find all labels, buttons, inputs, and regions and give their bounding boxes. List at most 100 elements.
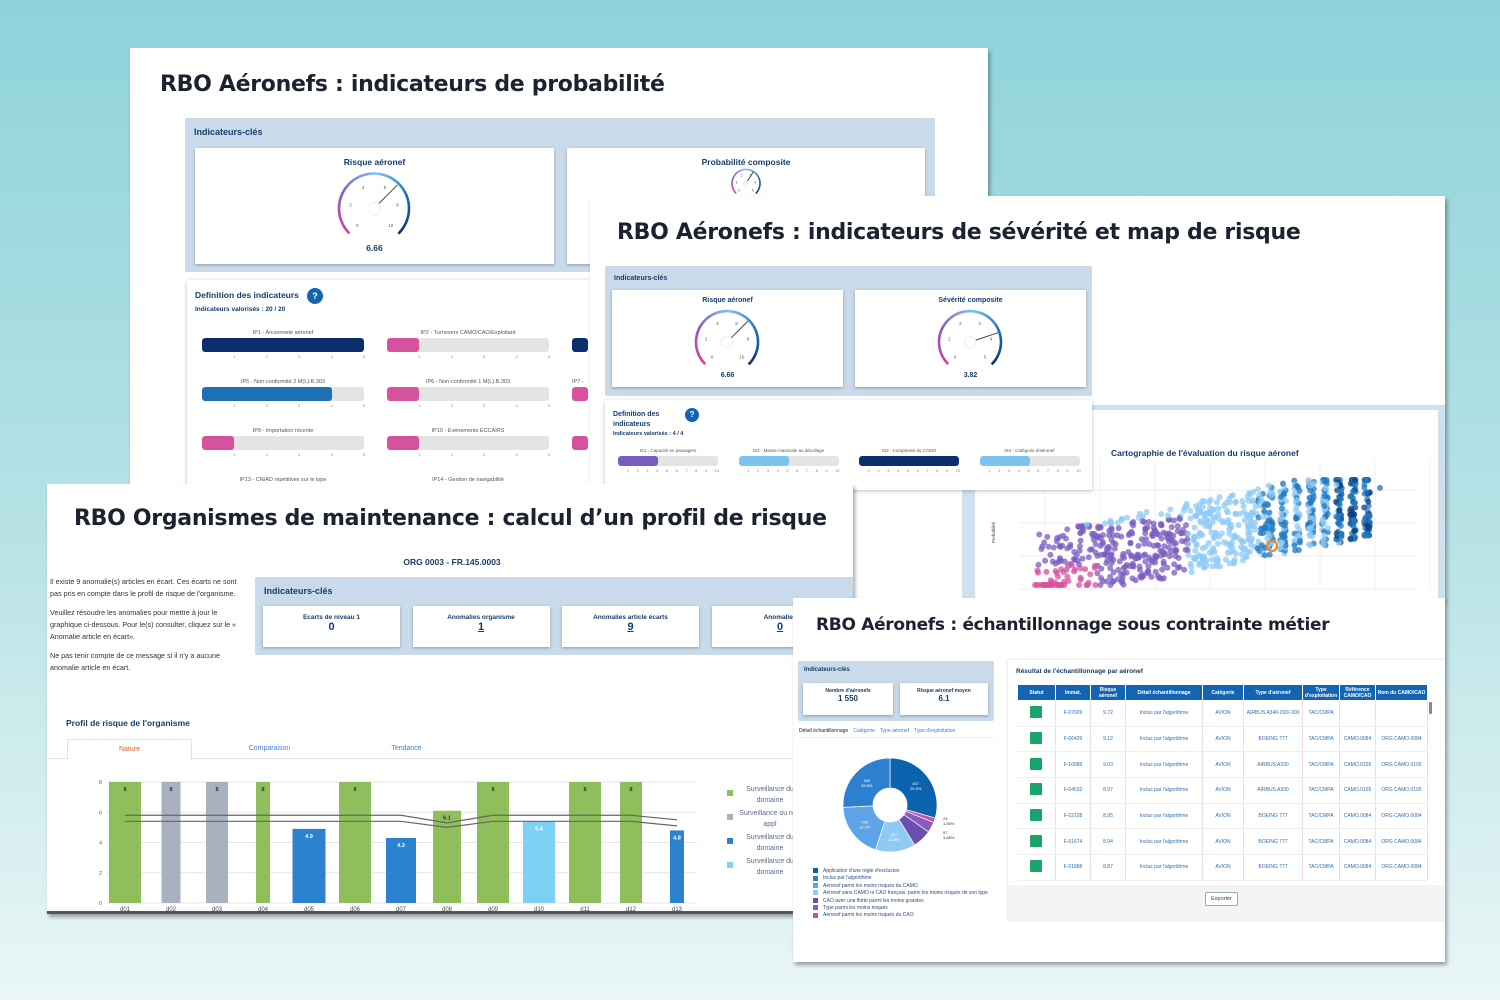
scatter-point[interactable] xyxy=(1058,566,1065,573)
scatter-point[interactable] xyxy=(1115,525,1122,532)
scatter-point[interactable] xyxy=(1078,523,1085,530)
scatter-point[interactable] xyxy=(1228,492,1235,499)
scatter-point[interactable] xyxy=(1170,517,1177,524)
scatter-point[interactable] xyxy=(1244,493,1251,500)
scatter-point[interactable] xyxy=(1296,526,1303,533)
scatter-point[interactable] xyxy=(1258,542,1265,549)
scatter-point[interactable] xyxy=(1115,566,1122,573)
scatter-point[interactable] xyxy=(1362,477,1369,483)
scatter-point[interactable] xyxy=(1205,539,1212,546)
tab-0[interactable]: Détail échantillonnage xyxy=(799,728,849,734)
scatter-point[interactable] xyxy=(1099,538,1106,545)
scatter-point[interactable] xyxy=(1123,569,1130,576)
scatter-point[interactable] xyxy=(1183,522,1190,529)
scatter-point[interactable] xyxy=(1232,510,1239,517)
legend-item[interactable]: Type parmi les moins risqués xyxy=(813,905,888,911)
scatter-point[interactable] xyxy=(1201,564,1208,571)
scatter-point[interactable] xyxy=(1129,575,1136,582)
scatter-point[interactable] xyxy=(1089,530,1096,537)
scatter-point[interactable] xyxy=(1291,537,1298,544)
legend-item[interactable]: CAO avec une flotte parmi les moins gran… xyxy=(813,898,924,904)
scatter-point[interactable] xyxy=(1307,499,1314,506)
scatter-point[interactable] xyxy=(1213,499,1220,506)
table-row[interactable]: F-02128 8.95 Inclus par l'algorithme AVION B… xyxy=(1017,803,1428,830)
scatter-point[interactable] xyxy=(1097,524,1104,531)
scatter-point[interactable] xyxy=(1207,496,1214,503)
scatter-point[interactable] xyxy=(1085,554,1092,561)
scatter-point[interactable] xyxy=(1098,565,1105,572)
scatter-point[interactable] xyxy=(1321,493,1328,500)
scatter-point[interactable] xyxy=(1107,519,1114,526)
scatter-point[interactable] xyxy=(1110,569,1117,576)
bar-d08[interactable] xyxy=(433,810,461,903)
scatter-point[interactable] xyxy=(1185,540,1192,547)
scatter-point[interactable] xyxy=(1248,523,1255,530)
scatter-point[interactable] xyxy=(1142,558,1149,565)
key-indicator-card[interactable]: Anomalies article écarts 9 xyxy=(562,606,699,647)
scatter-point[interactable] xyxy=(1201,498,1208,505)
bar-d05[interactable] xyxy=(292,828,326,903)
scatter-point[interactable] xyxy=(1145,563,1152,570)
scatter-point[interactable] xyxy=(1347,535,1354,542)
scatter-point[interactable] xyxy=(1279,480,1286,487)
legend-label[interactable]: Surveillance du domaine xyxy=(746,786,794,804)
scatter-point[interactable] xyxy=(1363,489,1370,496)
scatter-point[interactable] xyxy=(1171,569,1178,576)
scatter-point[interactable] xyxy=(1296,537,1303,544)
card-value[interactable]: 9 xyxy=(627,621,634,633)
scatter-point[interactable] xyxy=(1101,551,1108,558)
scatter-point[interactable] xyxy=(1087,571,1094,578)
scatter-point[interactable] xyxy=(1145,568,1152,575)
column-header[interactable]: Immat. xyxy=(1055,684,1091,701)
scatter-point[interactable] xyxy=(1293,515,1300,522)
scatter-point[interactable] xyxy=(1149,533,1156,540)
scatter-point[interactable] xyxy=(1150,520,1157,527)
scatter-point[interactable] xyxy=(1196,561,1203,568)
scatter-point[interactable] xyxy=(1239,498,1246,505)
scatter-point[interactable] xyxy=(1213,563,1220,570)
scatter-point[interactable] xyxy=(1103,578,1110,585)
bar-d07[interactable] xyxy=(386,837,416,903)
scatter-point[interactable] xyxy=(1043,568,1050,575)
scatter-point[interactable] xyxy=(1088,546,1095,553)
tab-2[interactable]: Type aéronef xyxy=(879,728,910,734)
scatter-point[interactable] xyxy=(1128,553,1135,560)
table-row[interactable]: F-06429 9.12 Inclus par l'algorithme AVION B… xyxy=(1017,726,1428,753)
scatter-point[interactable] xyxy=(1291,477,1298,484)
scatter-point[interactable] xyxy=(1065,577,1072,584)
scatter-point[interactable] xyxy=(1036,531,1043,538)
scatter-point[interactable] xyxy=(1055,558,1062,565)
scatter-point[interactable] xyxy=(1130,522,1137,529)
scatter-point[interactable] xyxy=(1145,518,1152,525)
scatter-point[interactable] xyxy=(1119,574,1126,581)
scatter-point[interactable] xyxy=(1255,514,1262,521)
scatter-point[interactable] xyxy=(1184,536,1191,543)
scatter-point[interactable] xyxy=(1216,494,1223,501)
scatter-point[interactable] xyxy=(1211,548,1218,555)
scatter-point[interactable] xyxy=(1107,573,1114,580)
scatter-point[interactable] xyxy=(1103,545,1110,552)
scatter-point[interactable] xyxy=(1376,484,1383,491)
scatter-point[interactable] xyxy=(1164,534,1171,541)
scatter-point[interactable] xyxy=(1102,520,1109,527)
scatter-point[interactable] xyxy=(1044,582,1051,588)
scatter-point[interactable] xyxy=(1277,516,1284,523)
scatter-point[interactable] xyxy=(1159,566,1166,573)
scatter-point[interactable] xyxy=(1042,557,1049,564)
scatter-point[interactable] xyxy=(1266,509,1273,516)
scatter-point[interactable] xyxy=(1139,518,1146,525)
tab-nature[interactable]: Nature xyxy=(67,739,192,760)
scatter-point[interactable] xyxy=(1244,548,1251,555)
scatter-point[interactable] xyxy=(1266,551,1273,558)
bar-d03[interactable] xyxy=(206,782,228,903)
scatter-point[interactable] xyxy=(1268,492,1275,499)
scatter-point[interactable] xyxy=(1063,535,1070,542)
scatter-point[interactable] xyxy=(1135,542,1142,549)
scatter-point[interactable] xyxy=(1174,528,1181,535)
scatter-point[interactable] xyxy=(1277,544,1284,551)
tab-1[interactable]: Catégorie xyxy=(853,728,875,734)
scatter-point[interactable] xyxy=(1278,493,1285,500)
scatter-point[interactable] xyxy=(1185,530,1192,537)
scatter-point[interactable] xyxy=(1256,492,1263,499)
scatter-point[interactable] xyxy=(1141,540,1148,547)
